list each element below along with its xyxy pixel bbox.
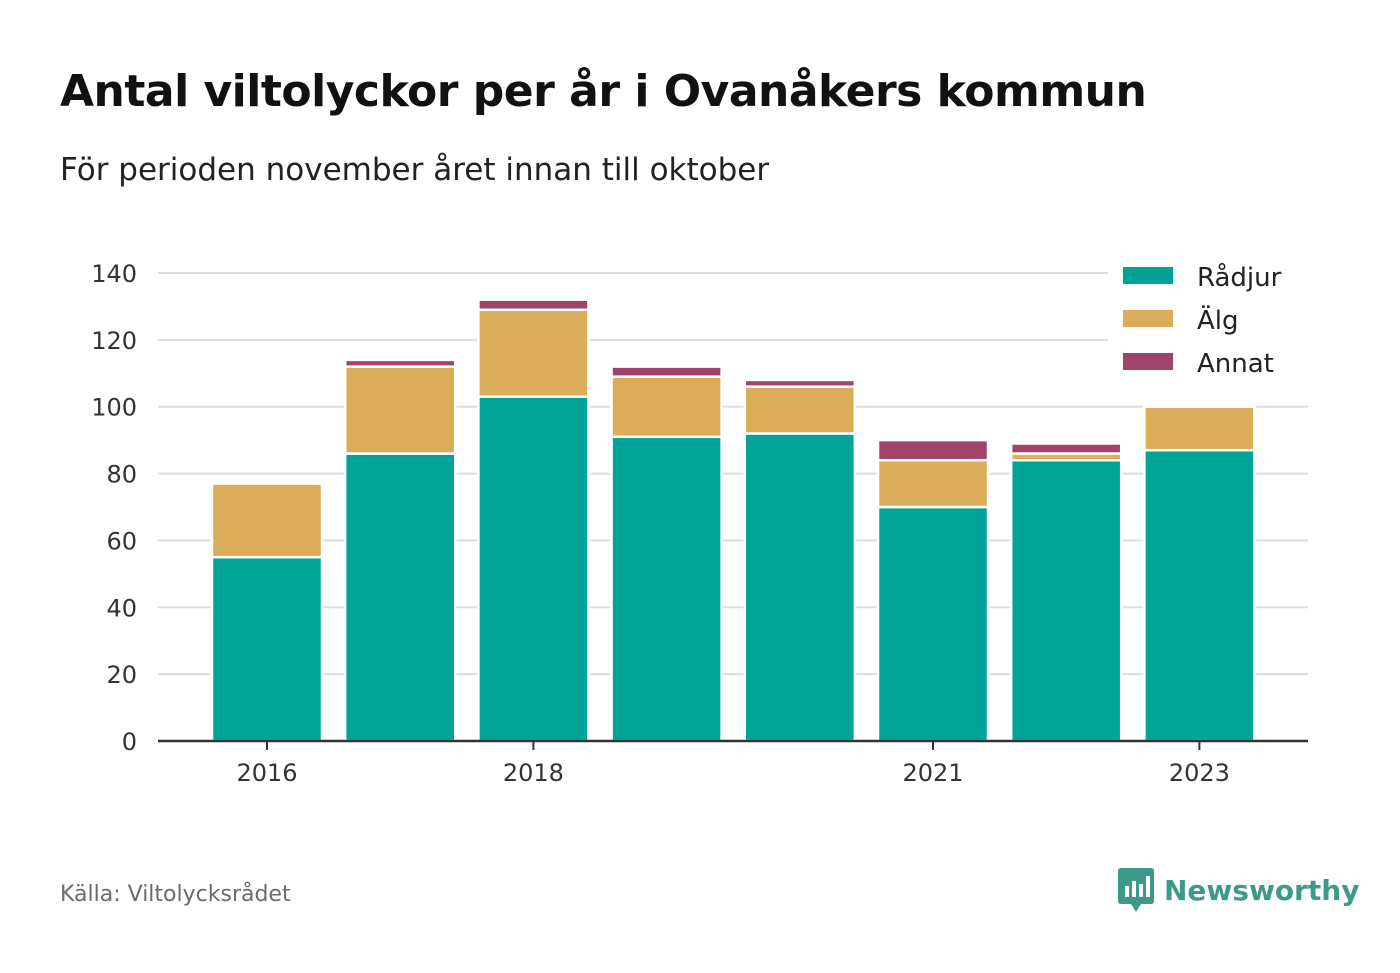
bar-segment (876, 458, 990, 509)
y-tick-label: 60 (106, 527, 137, 555)
bar-segment (876, 505, 990, 743)
bar-segment (210, 555, 324, 743)
bar-segment (210, 482, 324, 559)
y-tick-label: 80 (106, 461, 137, 489)
bar-segment (743, 378, 857, 388)
legend-swatch (1123, 353, 1173, 370)
brand-name: Newsworthy (1164, 873, 1360, 907)
bar-segment (743, 432, 857, 743)
newsworthy-logo-icon (1118, 868, 1154, 912)
bar-segment (876, 438, 990, 462)
bar-segment (610, 435, 723, 743)
y-tick-label: 140 (91, 260, 137, 288)
bar-segment (1143, 405, 1256, 452)
brand-logo: Newsworthy (1118, 868, 1359, 912)
legend-label: Älg (1197, 304, 1239, 336)
x-tick-label: 2018 (503, 759, 564, 787)
y-tick-label: 100 (91, 394, 137, 422)
x-tick-label: 2023 (1169, 759, 1230, 787)
bar-segment (343, 365, 457, 455)
x-tick-label: 2021 (902, 759, 963, 787)
bar-segment (1009, 442, 1123, 455)
bar-segment (343, 452, 457, 743)
bar-segment (477, 395, 590, 743)
bar-segment (743, 385, 857, 435)
legend-label: Annat (1197, 349, 1274, 379)
y-tick-label: 0 (122, 728, 137, 756)
chart-title: Antal viltolyckor per år i Ovanåkers kom… (60, 66, 1147, 117)
y-tick-label: 20 (106, 661, 137, 689)
x-tick-label: 2016 (236, 759, 297, 787)
bar-segment (610, 375, 723, 439)
legend-label: Rådjur (1197, 262, 1282, 293)
bar-segment (1009, 458, 1123, 743)
legend-swatch (1123, 267, 1173, 284)
source-note: Källa: Viltolycksrådet (60, 882, 291, 907)
bar-segment (1143, 448, 1256, 743)
bar-segment (477, 298, 590, 312)
bar-segment (343, 358, 457, 368)
y-tick-label: 40 (106, 594, 137, 622)
bar-segment (477, 308, 590, 398)
bar-segment (610, 365, 723, 378)
legend-swatch (1123, 310, 1173, 327)
chart-subtitle: För perioden november året innan till ok… (60, 152, 770, 188)
y-tick-label: 120 (91, 327, 137, 355)
